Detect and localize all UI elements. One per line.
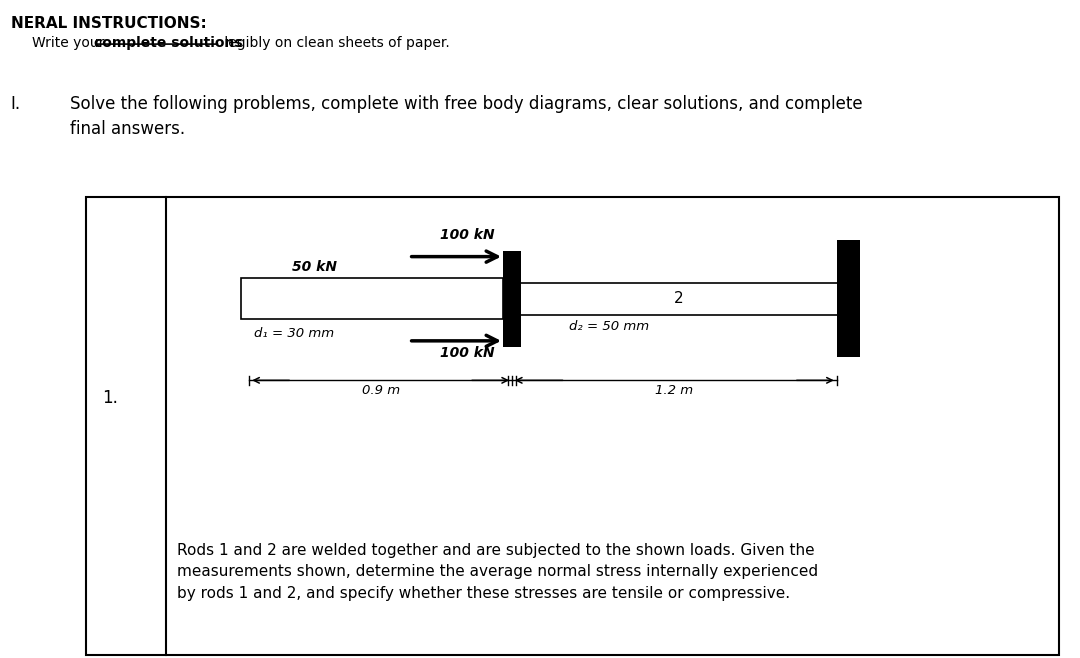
Bar (241, 278, 503, 319)
Text: 2: 2 (674, 291, 684, 306)
Text: Write your: Write your (32, 36, 109, 50)
Text: d₁ = 30 mm: d₁ = 30 mm (254, 327, 334, 340)
Text: 1.: 1. (102, 389, 118, 407)
Text: 1.2 m: 1.2 m (656, 384, 693, 397)
Bar (503, 251, 521, 347)
Text: I.: I. (11, 95, 21, 113)
Text: 1: 1 (367, 291, 377, 306)
Text: Solve the following problems, complete with free body diagrams, clear solutions,: Solve the following problems, complete w… (69, 95, 862, 138)
Text: NERAL INSTRUCTIONS:: NERAL INSTRUCTIONS: (11, 16, 206, 32)
Text: 50 kN: 50 kN (292, 260, 337, 274)
Text: complete solutions: complete solutions (94, 36, 243, 50)
Bar (85, 197, 1059, 655)
Text: 0.9 m: 0.9 m (362, 384, 400, 397)
Text: 100 kN: 100 kN (440, 346, 495, 360)
Text: Rods 1 and 2 are welded together and are subjected to the shown loads. Given the: Rods 1 and 2 are welded together and are… (176, 543, 818, 601)
Text: 100 kN: 100 kN (440, 228, 495, 242)
Text: d₂ = 50 mm: d₂ = 50 mm (569, 320, 649, 333)
Bar (837, 240, 861, 357)
Text: legibly on clean sheets of paper.: legibly on clean sheets of paper. (220, 36, 450, 50)
